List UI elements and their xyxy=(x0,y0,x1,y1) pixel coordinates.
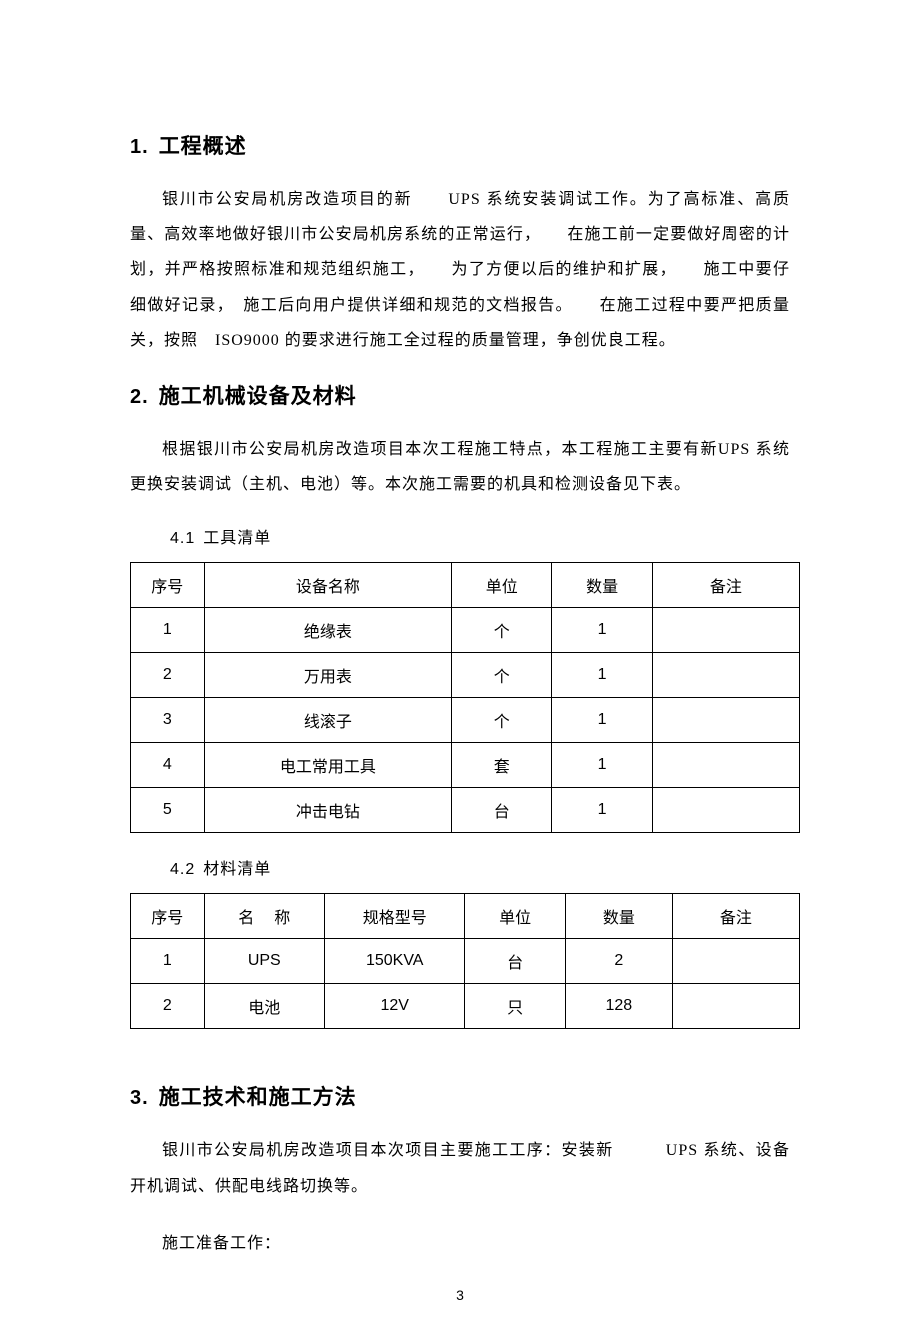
cell-unit: 个 xyxy=(452,698,552,743)
cell-name: 绝缘表 xyxy=(204,608,452,653)
cell-name: 电工常用工具 xyxy=(204,743,452,788)
cell-qty: 1 xyxy=(552,608,652,653)
table-row: 2 电池 12V 只 128 xyxy=(131,984,800,1029)
cell-note xyxy=(652,743,799,788)
table-header-row: 序号 设备名称 单位 数量 备注 xyxy=(131,563,800,608)
para-section-3-1: 银川市公安局机房改造项目本次项目主要施工工序：安装新 UPS 系统、设备开机调试… xyxy=(130,1133,790,1203)
cell-seq: 1 xyxy=(131,939,205,984)
cell-seq: 4 xyxy=(131,743,205,788)
cell-name: 线滚子 xyxy=(204,698,452,743)
table-row: 2 万用表 个 1 xyxy=(131,653,800,698)
heading-section-1: 1. 工程概述 xyxy=(130,130,850,160)
heading-section-2: 2. 施工机械设备及材料 xyxy=(130,380,850,410)
heading-3-title: 施工技术和施工方法 xyxy=(159,1085,357,1109)
para-section-2: 根据银川市公安局机房改造项目本次工程施工特点，本工程施工主要有新UPS 系统更换… xyxy=(130,432,790,502)
th-qty: 数量 xyxy=(565,894,672,939)
cell-seq: 2 xyxy=(131,984,205,1029)
cell-qty: 1 xyxy=(552,653,652,698)
cell-note xyxy=(652,653,799,698)
para-section-3-2: 施工准备工作： xyxy=(130,1226,790,1261)
table-header-row: 序号 名称 规格型号 单位 数量 备注 xyxy=(131,894,800,939)
th-seq: 序号 xyxy=(131,563,205,608)
table-row: 4 电工常用工具 套 1 xyxy=(131,743,800,788)
sub-4-2-title: 材料清单 xyxy=(203,861,271,878)
cell-name: 电池 xyxy=(204,984,324,1029)
heading-2-number: 2. xyxy=(130,386,149,408)
table-row: 5 冲击电钻 台 1 xyxy=(131,788,800,833)
document-page: 1. 工程概述 银川市公安局机房改造项目的新 UPS 系统安装调试工作。为了高标准… xyxy=(0,0,920,1343)
heading-1-number: 1. xyxy=(130,136,149,158)
cell-note xyxy=(652,788,799,833)
cell-name: 万用表 xyxy=(204,653,452,698)
cell-note xyxy=(672,939,799,984)
materials-table: 序号 名称 规格型号 单位 数量 备注 1 UPS 150KVA 台 2 2 电… xyxy=(130,893,800,1029)
cell-seq: 3 xyxy=(131,698,205,743)
cell-note xyxy=(672,984,799,1029)
cell-spec: 12V xyxy=(324,984,464,1029)
cell-unit: 套 xyxy=(452,743,552,788)
sub-4-1-title: 工具清单 xyxy=(203,530,271,547)
th-unit: 单位 xyxy=(465,894,565,939)
cell-note xyxy=(652,608,799,653)
cell-qty: 128 xyxy=(565,984,672,1029)
subheading-4-1: 4.1 工具清单 xyxy=(170,524,850,548)
cell-unit: 台 xyxy=(465,939,565,984)
tools-table: 序号 设备名称 单位 数量 备注 1 绝缘表 个 1 2 万用表 个 1 3 线… xyxy=(130,562,800,833)
table-row: 1 UPS 150KVA 台 2 xyxy=(131,939,800,984)
cell-name: UPS xyxy=(204,939,324,984)
cell-qty: 2 xyxy=(565,939,672,984)
cell-qty: 1 xyxy=(552,788,652,833)
th-note: 备注 xyxy=(672,894,799,939)
cell-unit: 台 xyxy=(452,788,552,833)
cell-seq: 5 xyxy=(131,788,205,833)
th-name: 名称 xyxy=(204,894,324,939)
th-name: 设备名称 xyxy=(204,563,452,608)
heading-1-title: 工程概述 xyxy=(159,134,247,158)
heading-section-3: 3. 施工技术和施工方法 xyxy=(130,1081,850,1111)
cell-note xyxy=(652,698,799,743)
cell-name: 冲击电钻 xyxy=(204,788,452,833)
th-unit: 单位 xyxy=(452,563,552,608)
cell-seq: 1 xyxy=(131,608,205,653)
cell-unit: 只 xyxy=(465,984,565,1029)
cell-seq: 2 xyxy=(131,653,205,698)
cell-unit: 个 xyxy=(452,653,552,698)
cell-spec: 150KVA xyxy=(324,939,464,984)
para-section-1: 银川市公安局机房改造项目的新 UPS 系统安装调试工作。为了高标准、高质量、高效… xyxy=(130,182,790,358)
heading-3-number: 3. xyxy=(130,1087,149,1109)
page-number: 3 xyxy=(0,1287,920,1303)
th-seq: 序号 xyxy=(131,894,205,939)
sub-4-1-num: 4.1 xyxy=(170,530,195,547)
th-note: 备注 xyxy=(652,563,799,608)
th-spec: 规格型号 xyxy=(324,894,464,939)
subheading-4-2: 4.2 材料清单 xyxy=(170,855,850,879)
th-qty: 数量 xyxy=(552,563,652,608)
sub-4-2-num: 4.2 xyxy=(170,861,195,878)
cell-qty: 1 xyxy=(552,698,652,743)
table-row: 3 线滚子 个 1 xyxy=(131,698,800,743)
table-row: 1 绝缘表 个 1 xyxy=(131,608,800,653)
heading-2-title: 施工机械设备及材料 xyxy=(159,384,357,408)
cell-unit: 个 xyxy=(452,608,552,653)
cell-qty: 1 xyxy=(552,743,652,788)
